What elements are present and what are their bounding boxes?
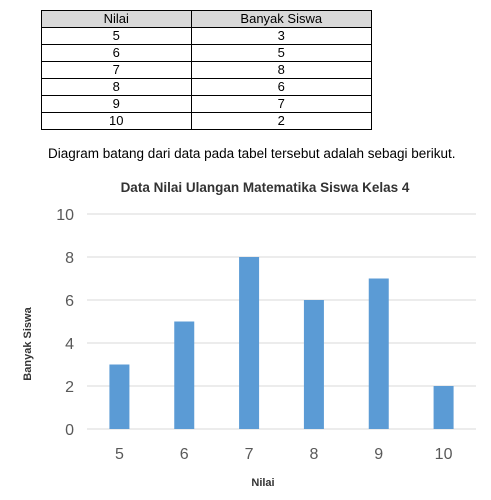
table-cell-nilai: 7 — [41, 61, 192, 79]
table-cell-banyak-siswa: 6 — [190, 78, 373, 96]
bar-chart: Data Nilai Ulangan Matematika Siswa Kela… — [22, 180, 476, 489]
bar — [239, 257, 260, 429]
x-tick-label: 10 — [435, 446, 453, 463]
y-axis-label: Banyak Siswa — [22, 306, 34, 380]
bars — [109, 257, 454, 429]
table-cell-banyak-siswa: 8 — [190, 61, 373, 79]
bar — [109, 364, 130, 429]
x-tick-label: 6 — [180, 446, 189, 463]
bar-chart-container: Data Nilai Ulangan Matematika Siswa Kela… — [0, 176, 491, 500]
x-tick-label: 9 — [374, 446, 383, 463]
table-cell-nilai: 10 — [41, 112, 192, 130]
table-row: 6 5 — [41, 44, 373, 62]
chart-title: Data Nilai Ulangan Matematika Siswa Kela… — [121, 180, 410, 195]
x-tick-label: 5 — [115, 446, 124, 463]
tick-labels: 0 2 4 6 8 10 5 6 7 8 9 10 — [56, 207, 452, 463]
table-cell-nilai: 9 — [41, 95, 192, 113]
table-cell-banyak-siswa: 3 — [190, 27, 373, 45]
table-cell-banyak-siswa: 2 — [190, 112, 373, 130]
table-row: 10 2 — [41, 112, 373, 130]
table-cell-banyak-siswa: 7 — [190, 95, 373, 113]
table-row: 8 6 — [41, 78, 373, 96]
y-tick-label: 10 — [56, 207, 74, 224]
data-table: Nilai Banyak Siswa 5 3 6 5 7 8 8 6 9 — [41, 10, 373, 130]
table-cell-nilai: 5 — [41, 27, 192, 45]
x-tick-label: 7 — [245, 446, 254, 463]
table-header-row: Nilai Banyak Siswa — [41, 10, 373, 28]
table-cell-nilai: 6 — [41, 44, 192, 62]
x-axis-label: Nilai — [251, 477, 274, 489]
column-header-nilai: Nilai — [41, 10, 192, 28]
bar — [368, 278, 389, 429]
description-sentence: Diagram batang dari data pada tabel ters… — [48, 146, 456, 161]
y-tick-label: 4 — [65, 336, 74, 353]
table-cell-banyak-siswa: 5 — [190, 44, 373, 62]
table-row: 5 3 — [41, 27, 373, 45]
table-row: 7 8 — [41, 61, 373, 79]
column-header-banyak-siswa: Banyak Siswa — [190, 10, 373, 28]
y-tick-label: 8 — [65, 250, 74, 267]
table-cell-nilai: 8 — [41, 78, 192, 96]
y-tick-label: 2 — [65, 379, 74, 396]
data-table-container: Nilai Banyak Siswa 5 3 6 5 7 8 8 6 9 — [41, 10, 373, 130]
y-tick-label: 6 — [65, 293, 74, 310]
bar — [174, 321, 195, 429]
x-tick-label: 8 — [309, 446, 318, 463]
bar — [303, 300, 324, 429]
bar — [433, 386, 454, 429]
table-row: 9 7 — [41, 95, 373, 113]
gridlines — [87, 213, 476, 430]
y-tick-label: 0 — [65, 422, 74, 439]
